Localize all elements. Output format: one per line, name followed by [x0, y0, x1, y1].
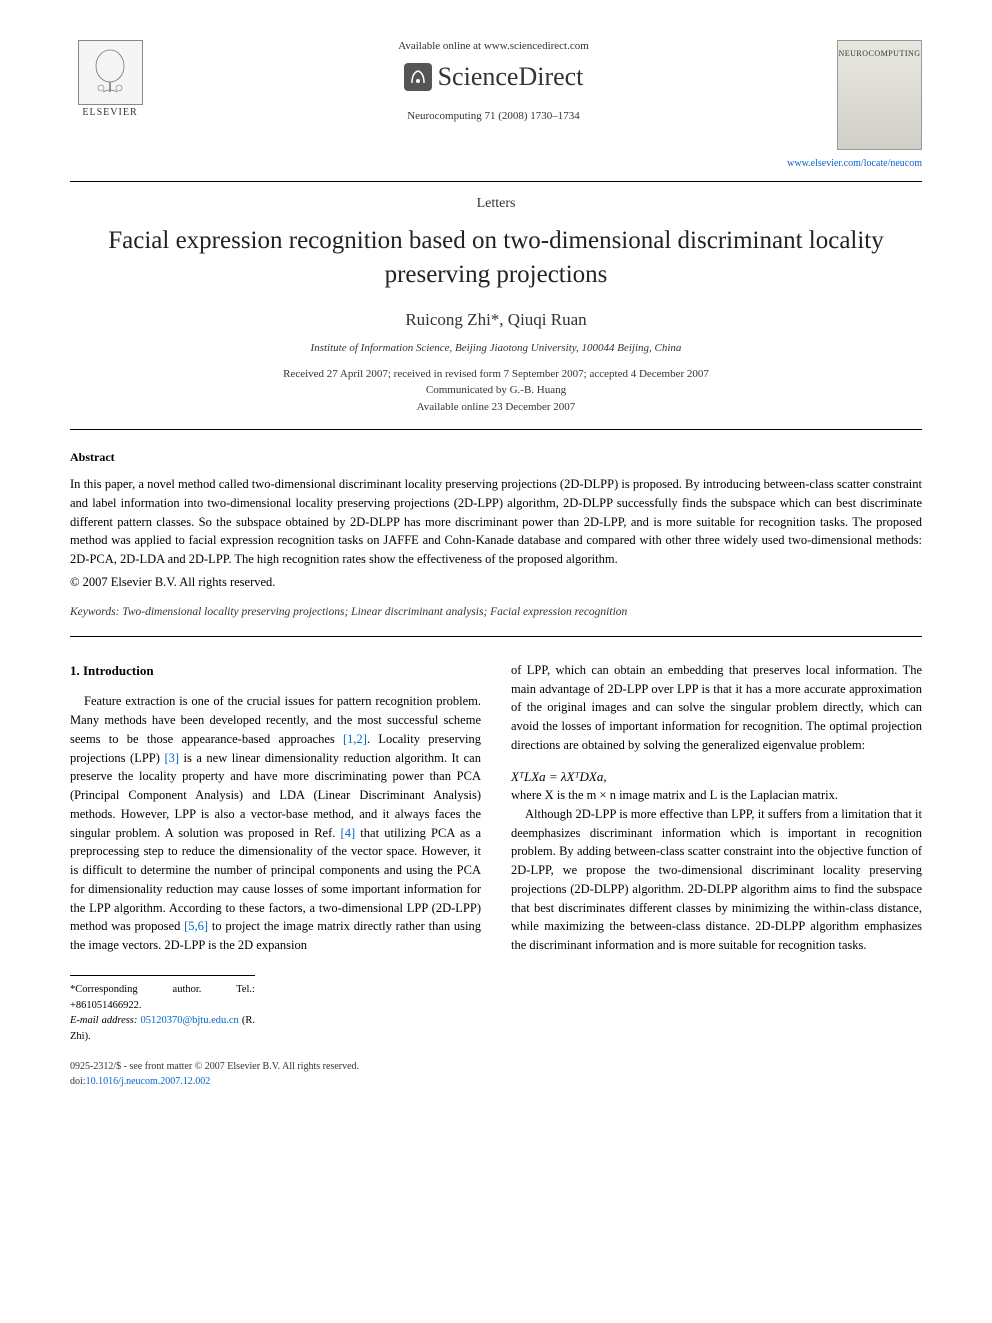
right-column: of LPP, which can obtain an embedding th…	[511, 661, 922, 1089]
affiliation: Institute of Information Science, Beijin…	[70, 342, 922, 354]
doi-label: doi:	[70, 1076, 86, 1087]
elsevier-logo: ELSEVIER	[70, 40, 150, 118]
keywords-label: Keywords:	[70, 606, 119, 618]
elsevier-tree-icon	[78, 40, 143, 105]
keywords: Keywords: Two-dimensional locality prese…	[70, 606, 922, 618]
dates-received: Received 27 April 2007; received in revi…	[70, 366, 922, 383]
sciencedirect-brand: ScienceDirect	[150, 62, 837, 92]
top-divider	[70, 181, 922, 182]
abstract-body: In this paper, a novel method called two…	[70, 475, 922, 569]
corresponding-author: *Corresponding author. Tel.: +8610514669…	[70, 982, 255, 1014]
email-label: E-mail address:	[70, 1015, 137, 1026]
section-1-heading: 1. Introduction	[70, 661, 481, 681]
available-online-text: Available online at www.sciencedirect.co…	[150, 40, 837, 52]
bottom-meta: 0925-2312/$ - see front matter © 2007 El…	[70, 1059, 481, 1089]
col2-paragraph-2: where X is the m × n image matrix and L …	[511, 786, 922, 805]
dates-online: Available online 23 December 2007	[70, 399, 922, 416]
ref-4[interactable]: [4]	[341, 826, 356, 840]
journal-cover-block: NEUROCOMPUTING	[837, 40, 922, 150]
email-line: E-mail address: 05120370@bjtu.edu.cn (R.…	[70, 1013, 255, 1045]
abstract-heading: Abstract	[70, 450, 922, 465]
journal-link[interactable]: www.elsevier.com/locate/neucom	[70, 158, 922, 169]
elsevier-label: ELSEVIER	[82, 107, 137, 118]
copyright: © 2007 Elsevier B.V. All rights reserved…	[70, 575, 922, 590]
intro-paragraph-1: Feature extraction is one of the crucial…	[70, 692, 481, 955]
journal-cover-icon: NEUROCOMPUTING	[837, 40, 922, 150]
mid-divider	[70, 429, 922, 430]
dates-communicated: Communicated by G.-B. Huang	[70, 382, 922, 399]
ref-3[interactable]: [3]	[164, 751, 179, 765]
col2-paragraph-1: of LPP, which can obtain an embedding th…	[511, 661, 922, 755]
journal-reference: Neurocomputing 71 (2008) 1730–1734	[150, 110, 837, 122]
ref-1-2[interactable]: [1,2]	[343, 732, 367, 746]
sciencedirect-text: ScienceDirect	[438, 62, 584, 92]
header-top: ELSEVIER Available online at www.science…	[70, 40, 922, 150]
col2-paragraph-3: Although 2D-LPP is more effective than L…	[511, 805, 922, 955]
journal-cover-label: NEUROCOMPUTING	[838, 49, 920, 58]
keywords-divider	[70, 636, 922, 637]
equation-1: XᵀLXa = λXᵀDXa,	[511, 767, 922, 787]
footnotes: *Corresponding author. Tel.: +8610514669…	[70, 975, 255, 1045]
center-header: Available online at www.sciencedirect.co…	[150, 40, 837, 126]
keywords-text: Two-dimensional locality preserving proj…	[122, 606, 627, 618]
issn-line: 0925-2312/$ - see front matter © 2007 El…	[70, 1059, 481, 1074]
doi-line: doi:10.1016/j.neucom.2007.12.002	[70, 1074, 481, 1089]
sciencedirect-icon	[404, 63, 432, 91]
article-title: Facial expression recognition based on t…	[70, 224, 922, 292]
left-column: 1. Introduction Feature extraction is on…	[70, 661, 481, 1089]
section-label: Letters	[70, 196, 922, 212]
body-columns: 1. Introduction Feature extraction is on…	[70, 661, 922, 1089]
ref-5-6[interactable]: [5,6]	[184, 919, 208, 933]
doi-link[interactable]: 10.1016/j.neucom.2007.12.002	[86, 1076, 211, 1087]
authors: Ruicong Zhi*, Qiuqi Ruan	[70, 310, 922, 330]
email-address[interactable]: 05120370@bjtu.edu.cn	[140, 1015, 238, 1026]
article-dates: Received 27 April 2007; received in revi…	[70, 366, 922, 416]
